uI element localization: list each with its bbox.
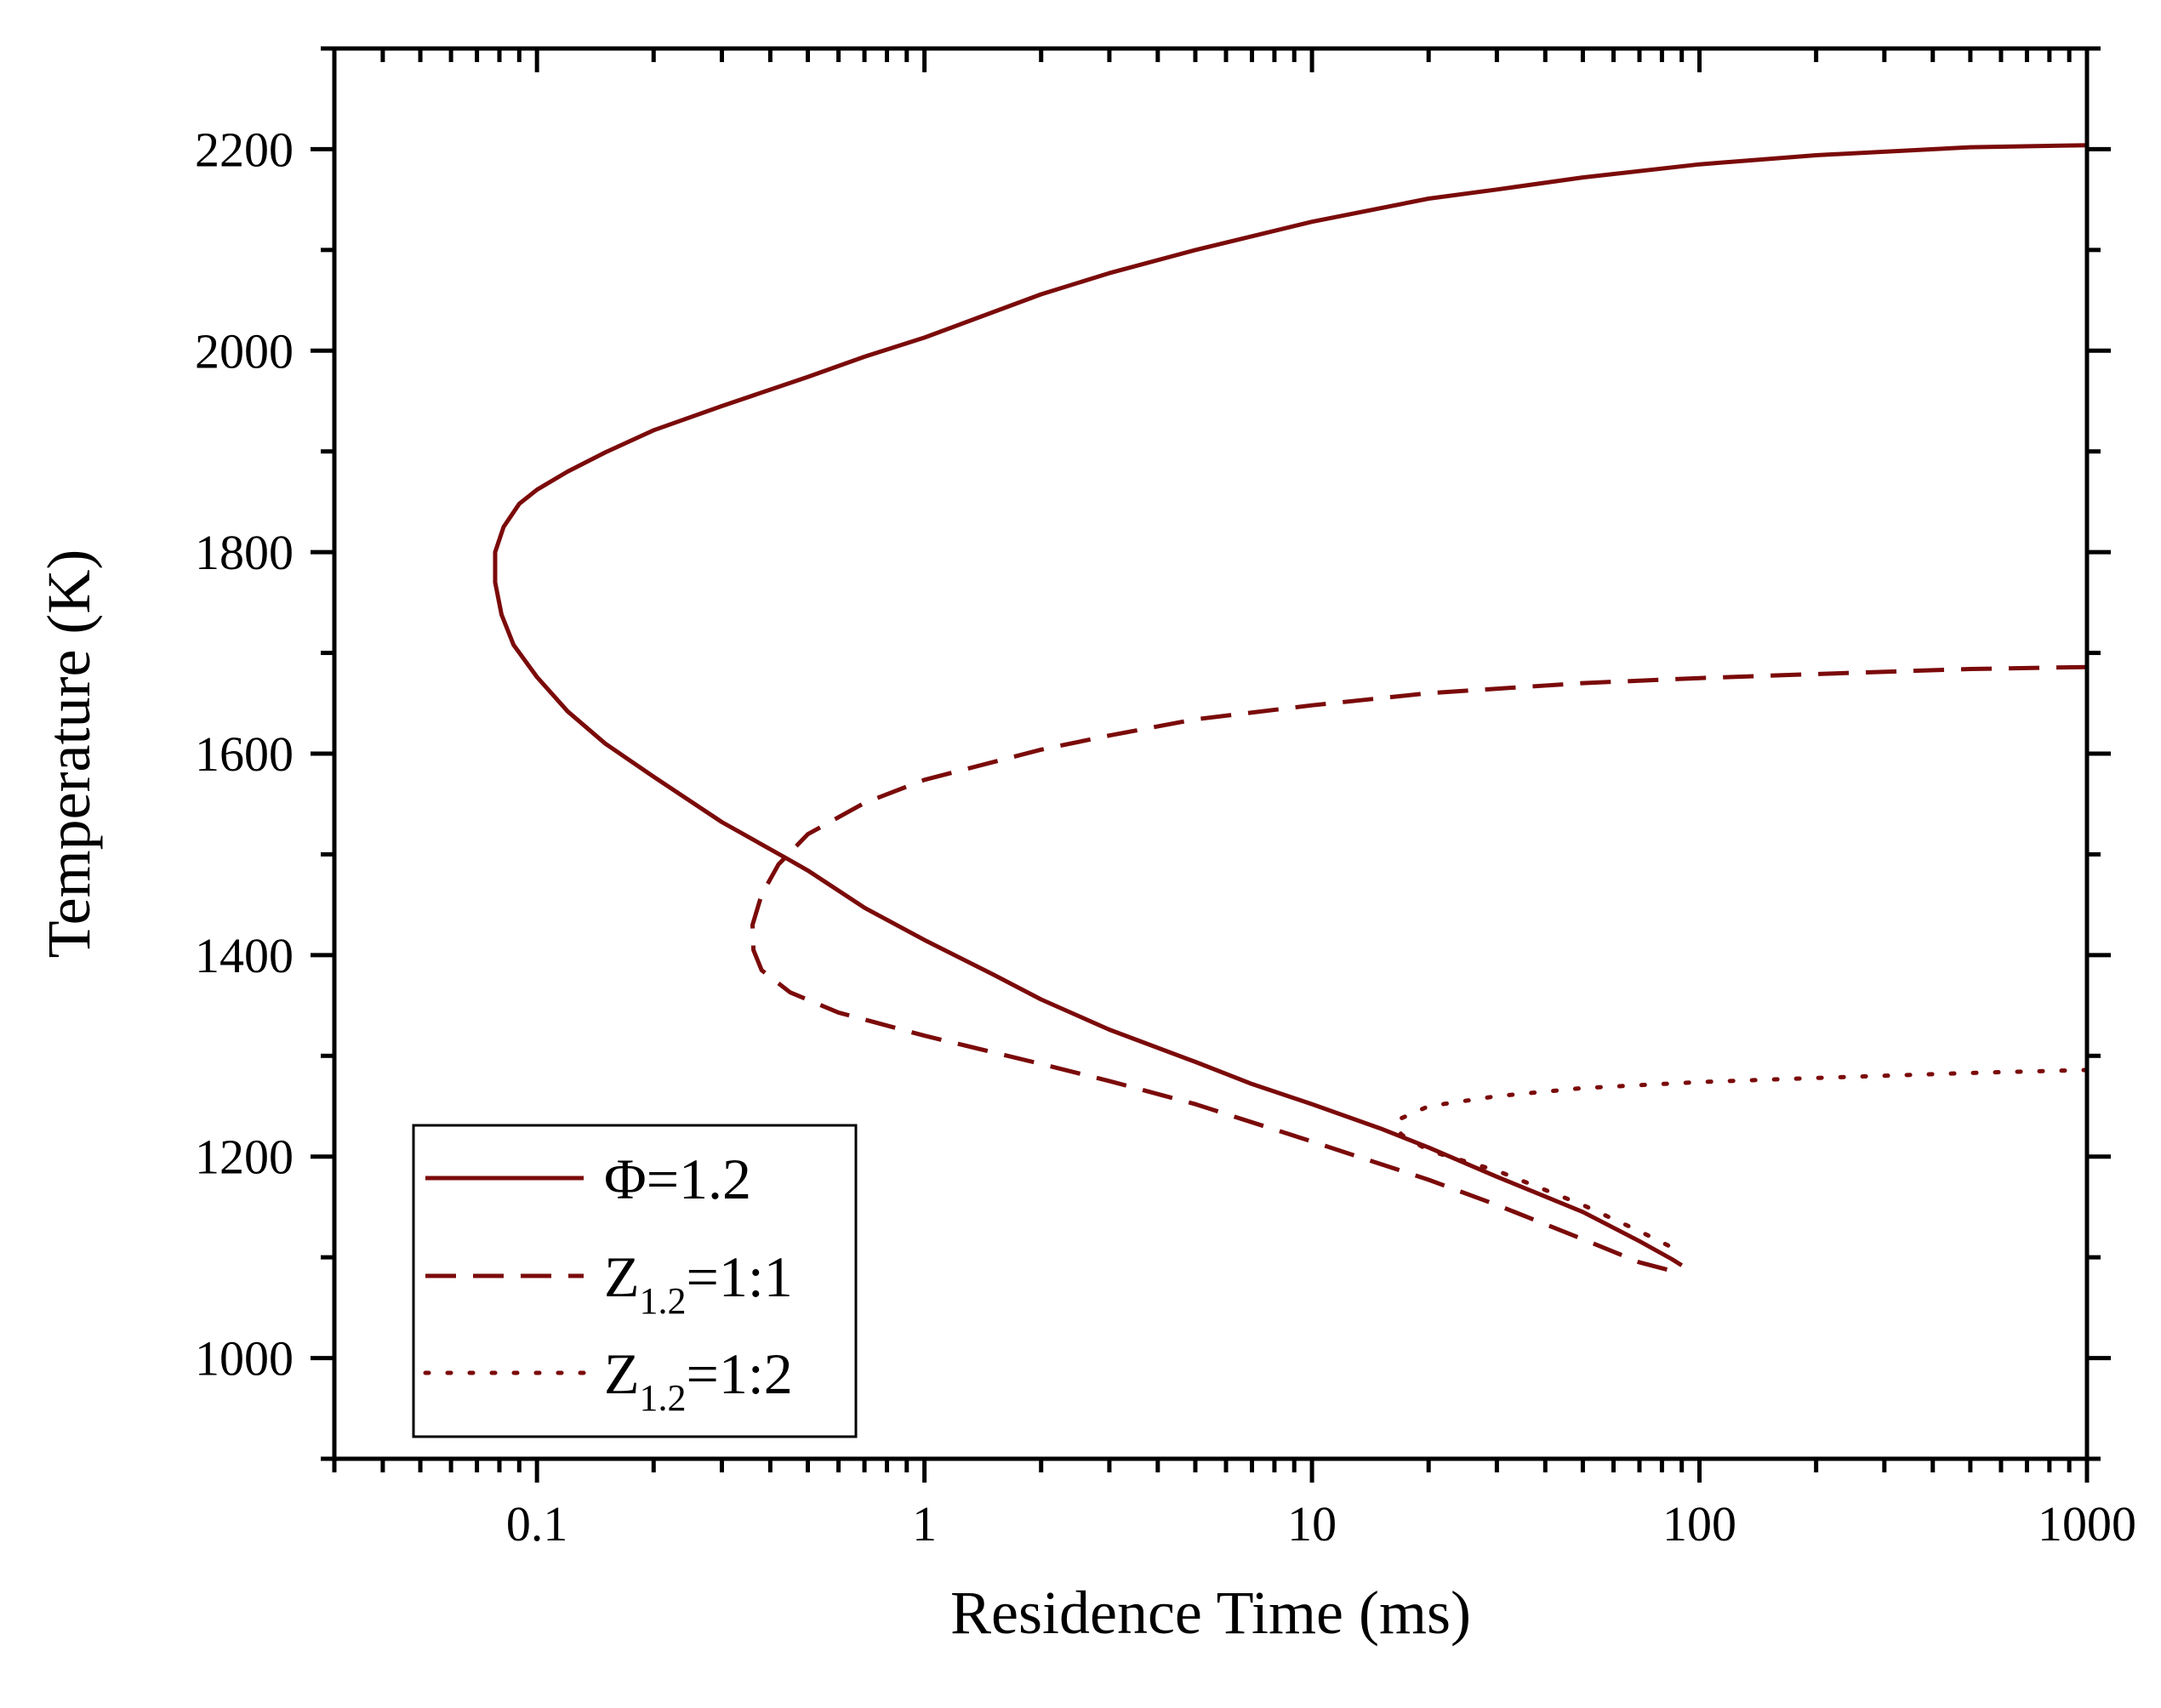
x-tick-label: 10 (1287, 1496, 1337, 1551)
y-tick-label: 2200 (195, 122, 294, 177)
legend-label-rest: =1:2 (687, 1341, 793, 1406)
y-axis-title: Temperature (K) (35, 549, 103, 959)
plot-frame (332, 46, 2090, 1461)
x-axis-title: Residence Time (ms) (950, 1579, 1471, 1647)
y-tick-label: 1400 (195, 928, 294, 983)
legend-label-rest: =1:1 (687, 1244, 793, 1309)
ticks-layer (311, 46, 2111, 1483)
legend-label-base: Z (604, 1244, 640, 1309)
y-tick-label: 1800 (195, 525, 294, 580)
legend-label-1: Φ=1.2 (604, 1147, 751, 1211)
x-tick-label: 1000 (2038, 1496, 2136, 1551)
y-tick-label: 1600 (195, 726, 294, 782)
series-layer (493, 143, 2090, 1275)
legend-label-base: Φ=1.2 (604, 1147, 751, 1211)
y-tick-label: 1200 (195, 1130, 294, 1185)
series-line-3 (1394, 1068, 2090, 1255)
labels-layer: 0.1 1 10 100 1000 1000 1200 1400 1600 1800 2000 220… (195, 122, 2136, 1551)
y-tick-label: 2000 (195, 323, 294, 379)
x-tick-label: 1 (912, 1496, 937, 1551)
legend-label-subscript: 1.2 (640, 1377, 687, 1419)
y-tick-label: 1000 (195, 1331, 294, 1386)
legend-label-subscript: 1.2 (640, 1280, 687, 1322)
series-line-1 (493, 143, 2088, 1267)
x-tick-label: 100 (1662, 1496, 1736, 1551)
legend-label-2: Z1.2=1:1 (604, 1244, 793, 1322)
legend-label-3: Z1.2=1:2 (604, 1341, 793, 1419)
legend: Φ=1.2Z1.2=1:1Z1.2=1:2 (412, 1124, 858, 1438)
series-line-2 (750, 664, 2088, 1275)
legend-label-base: Z (604, 1341, 640, 1406)
x-tick-label: 0.1 (506, 1496, 568, 1551)
